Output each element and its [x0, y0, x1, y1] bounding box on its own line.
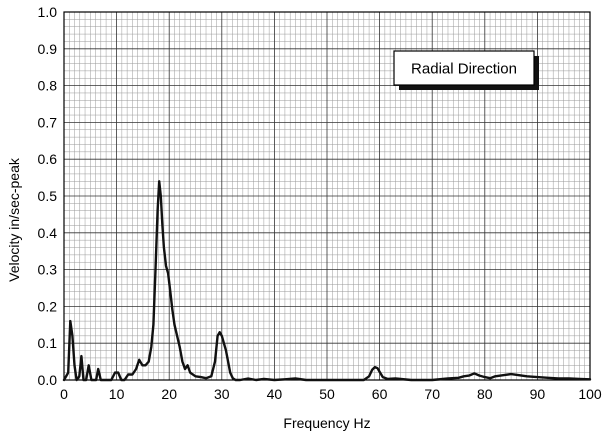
- legend-frame: [393, 50, 535, 86]
- x-tick-label: 100: [578, 386, 602, 402]
- x-tick-label: 60: [372, 386, 388, 402]
- y-tick-label: 0.7: [38, 114, 58, 130]
- series-line: [62, 180, 592, 382]
- y-tick-label: 0.1: [38, 335, 58, 351]
- legend-label: Radial Direction: [411, 61, 517, 78]
- y-tick-label: 0.8: [38, 78, 58, 94]
- x-tick-label: 70: [424, 386, 440, 402]
- y-tick-label: 0.2: [38, 298, 58, 314]
- y-tick-label: 0.5: [38, 188, 58, 204]
- x-tick-label: 90: [530, 386, 546, 402]
- series-layer: [62, 180, 592, 382]
- y-axis-title: Velocity in/sec-peak: [6, 157, 22, 282]
- y-tick-label: 0.6: [38, 151, 58, 167]
- x-axis-title: Frequency Hz: [283, 415, 370, 431]
- y-tick-label: 0.9: [38, 41, 58, 57]
- x-tick-label: 80: [477, 386, 493, 402]
- x-tick-label: 40: [267, 386, 283, 402]
- x-tick-label: 50: [319, 386, 335, 402]
- x-tick-label: 20: [161, 386, 177, 402]
- y-tick-label: 0.0: [38, 372, 58, 388]
- y-tick-label: 0.4: [38, 225, 58, 241]
- x-axis-ticks: 0 10 20 30 40 50 60 70 80 90 100: [60, 386, 602, 402]
- x-tick-label: 30: [214, 386, 230, 402]
- y-axis-ticks: 0.0 0.1 0.2 0.3 0.4 0.5 0.6 0.7 0.8 0.9 1.0: [38, 4, 58, 388]
- x-tick-label: 0: [60, 386, 68, 402]
- legend-box: Radial Direction: [393, 50, 539, 90]
- y-tick-label: 1.0: [38, 4, 58, 20]
- x-tick-label: 10: [109, 386, 125, 402]
- y-tick-label: 0.3: [38, 262, 58, 278]
